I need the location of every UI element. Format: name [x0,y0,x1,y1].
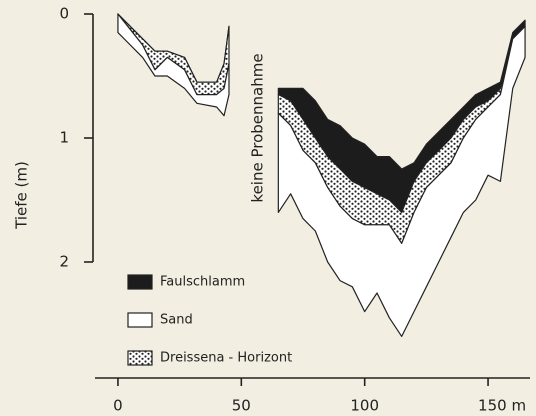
x-tick-label: 150 m [478,397,526,415]
y-axis-label: Tiefe (m) [13,161,31,230]
y-tick-label: 2 [59,253,69,271]
legend-label: Sand [160,313,193,328]
legend-swatch [127,350,153,366]
legend-swatch [127,312,153,328]
layer-area [117,13,230,117]
layer-area [117,13,230,96]
legend-label: Faulschlamm [160,275,245,290]
y-tick-label: 1 [59,129,69,147]
legend-label: Dreissena - Horizont [160,351,292,366]
annotation: keine Probennahme [249,53,267,202]
x-tick-label: 0 [113,397,123,415]
x-tick-label: 100 [350,397,379,415]
x-tick-label: 50 [232,397,251,415]
legend-swatch [127,274,153,290]
y-tick-label: 0 [59,5,69,23]
layer-area [277,25,526,337]
